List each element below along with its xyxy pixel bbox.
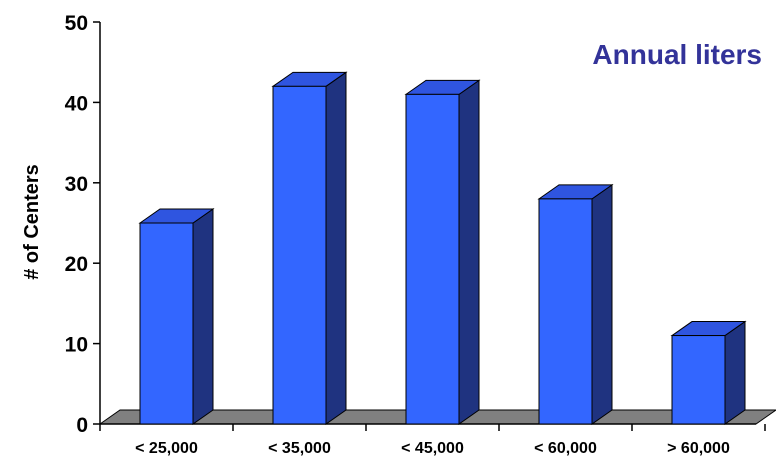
bar [537, 183, 614, 425]
bar-front-face [671, 335, 726, 425]
chart-title: Annual liters [592, 39, 762, 70]
bar [404, 79, 481, 425]
x-tick-label: < 45,000 [401, 440, 464, 457]
bar-series [138, 71, 747, 425]
y-tick-label: 40 [65, 92, 88, 115]
x-tick-label: > 60,000 [667, 440, 730, 457]
y-tick-label: 20 [65, 253, 88, 276]
bar [138, 208, 215, 425]
x-tick-label: < 25,000 [135, 440, 198, 457]
x-tick-label: < 60,000 [534, 440, 597, 457]
bar [670, 320, 747, 425]
x-tick-label: < 35,000 [268, 440, 331, 457]
bar-front-face [538, 198, 593, 425]
x-axis-ticks: < 25,000 < 35,000 < 45,000 < 60,000 > 60,000 [99, 424, 766, 457]
bar-side-face [325, 71, 347, 425]
y-axis-title: # of Centers [21, 164, 43, 280]
y-tick-label: 30 [65, 173, 88, 196]
bar-front-face [272, 85, 327, 425]
bar-front-face [405, 93, 460, 425]
y-tick-label: 50 [65, 12, 88, 35]
bar-side-face [458, 79, 480, 425]
bar-side-face [192, 208, 214, 425]
bar-side-face [591, 183, 613, 425]
y-axis-ticks: 0 10 20 30 40 50 [65, 12, 100, 437]
y-tick-label: 0 [76, 414, 88, 437]
y-tick-label: 10 [65, 334, 88, 357]
bar-front-face [139, 222, 194, 425]
bar-side-face [724, 320, 746, 425]
bar [271, 71, 348, 425]
